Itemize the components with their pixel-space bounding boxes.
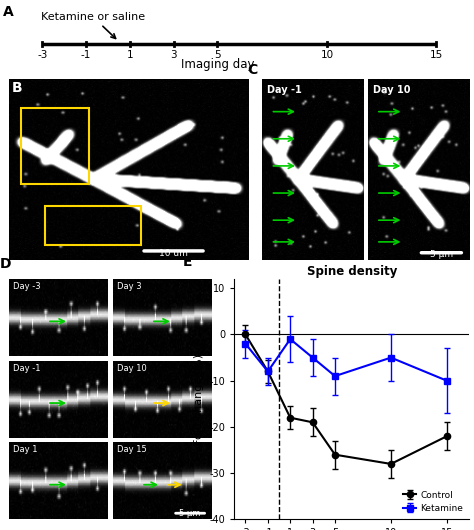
Text: E: E xyxy=(182,255,192,269)
Y-axis label: Fold-change (%): Fold-change (%) xyxy=(194,354,204,445)
Text: Day 10: Day 10 xyxy=(373,84,410,94)
Text: -1: -1 xyxy=(81,50,91,60)
Bar xyxy=(46,206,141,245)
Text: 5 μm: 5 μm xyxy=(430,250,453,259)
Text: 1: 1 xyxy=(127,50,133,60)
Text: Day -1: Day -1 xyxy=(13,364,41,373)
Text: Day -1: Day -1 xyxy=(267,84,302,94)
Title: Spine density: Spine density xyxy=(307,265,397,278)
Text: Day -3: Day -3 xyxy=(13,282,41,291)
Text: 15: 15 xyxy=(430,50,443,60)
Text: -3: -3 xyxy=(37,50,47,60)
Text: 5: 5 xyxy=(214,50,221,60)
Text: Day 3: Day 3 xyxy=(118,282,142,291)
Text: Ketamine or saline: Ketamine or saline xyxy=(41,12,145,39)
Text: 5 μm: 5 μm xyxy=(180,509,201,518)
Text: Day 10: Day 10 xyxy=(118,364,147,373)
Text: A: A xyxy=(3,5,14,19)
Bar xyxy=(21,108,89,184)
Text: 3: 3 xyxy=(170,50,177,60)
Text: 10: 10 xyxy=(320,50,334,60)
Text: Imaging day: Imaging day xyxy=(181,58,254,72)
Text: Day 15: Day 15 xyxy=(118,445,147,454)
Text: 10 um: 10 um xyxy=(159,249,188,258)
Text: D: D xyxy=(0,257,11,271)
Legend: Control, Ketamine: Control, Ketamine xyxy=(401,489,465,515)
Text: Day 1: Day 1 xyxy=(13,445,38,454)
Text: C: C xyxy=(247,63,257,77)
Text: B: B xyxy=(12,81,22,95)
